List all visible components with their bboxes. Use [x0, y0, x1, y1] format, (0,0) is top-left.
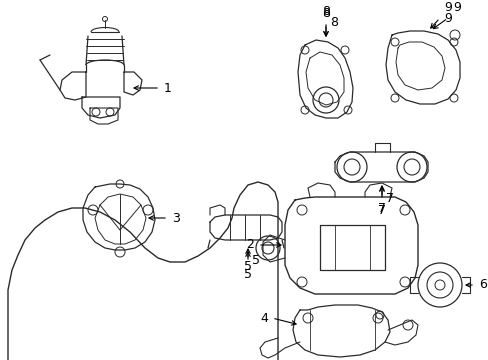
Text: 9: 9 — [443, 1, 451, 14]
Text: 5: 5 — [251, 253, 260, 266]
Text: 8: 8 — [321, 5, 329, 18]
Text: 8: 8 — [329, 15, 337, 28]
Text: 5: 5 — [244, 260, 251, 273]
Text: 5: 5 — [244, 268, 251, 281]
Text: 7: 7 — [377, 202, 385, 215]
Text: 4: 4 — [260, 311, 267, 324]
Text: 9: 9 — [452, 1, 460, 14]
Text: 7: 7 — [377, 204, 385, 217]
Text: 7: 7 — [385, 192, 393, 204]
Text: 3: 3 — [172, 211, 180, 225]
Text: 9: 9 — [443, 12, 451, 24]
Text: 6: 6 — [478, 279, 486, 292]
Text: 2: 2 — [245, 238, 253, 252]
Text: 8: 8 — [321, 7, 329, 20]
Text: 1: 1 — [163, 81, 171, 94]
